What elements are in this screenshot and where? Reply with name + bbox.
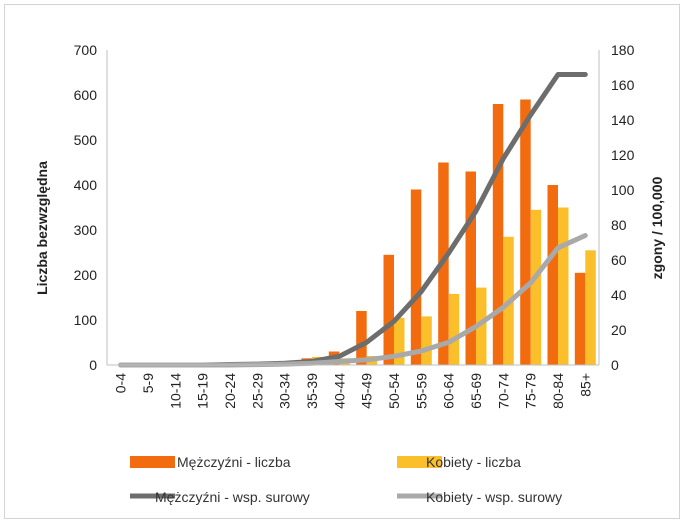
- x-tick-label: 55-59: [413, 373, 429, 409]
- bar-men-75-79: [520, 99, 531, 365]
- x-tick-label: 30-34: [277, 373, 293, 409]
- bar-women-85+: [585, 250, 596, 366]
- x-tick-label: 85+: [577, 373, 593, 397]
- x-tick-label: 15-19: [195, 373, 211, 409]
- legend-label-women-rate: Kobiety - wsp. surowy: [426, 489, 562, 505]
- bar-men-70-74: [492, 104, 504, 365]
- x-tick-label: 10-14: [167, 373, 183, 409]
- line-women-rate: [118, 233, 588, 368]
- line-men-rate: [118, 72, 588, 368]
- y2-tick-label: 160: [611, 77, 635, 93]
- y-tick-label: 300: [74, 222, 98, 238]
- legend-label-men-count: Mężczyźni - liczba: [177, 454, 291, 470]
- x-tick-label: 60-64: [441, 373, 457, 409]
- x-tick-label: 25-29: [249, 373, 265, 409]
- y2-tick-label: 120: [611, 147, 635, 163]
- x-tick-label: 0-4: [113, 373, 129, 393]
- y-tick-label: 200: [74, 267, 98, 283]
- y2-tick-label: 140: [611, 112, 635, 128]
- y-tick-label: 0: [89, 357, 97, 373]
- x-tick-label: 65-69: [468, 373, 484, 409]
- legend-swatch-men-count: [130, 456, 175, 468]
- y2-tick-label: 60: [611, 252, 627, 268]
- y2-tick-label: 180: [611, 42, 635, 58]
- y-tick-label: 100: [74, 312, 98, 328]
- legend: Mężczyźni - liczba Kobiety - liczba Mężc…: [130, 454, 562, 505]
- legend-label-women-count: Kobiety - liczba: [426, 454, 521, 470]
- bar-women-55-59: [421, 316, 432, 365]
- x-tick-label: 50-54: [386, 373, 402, 409]
- bar-women-60-64: [448, 293, 460, 365]
- x-tick-label: 70-74: [495, 373, 511, 409]
- y2-axis-title: zgony / 100,000: [649, 176, 665, 279]
- x-tick-label: 45-49: [359, 373, 375, 409]
- bar-men-80-84: [547, 185, 558, 365]
- y2-tick-label: 20: [611, 322, 627, 338]
- y-tick-label: 400: [74, 177, 98, 193]
- bar-men-65-69: [465, 171, 476, 365]
- bar-women-50-54: [394, 317, 405, 366]
- x-tick-label: 20-24: [222, 373, 238, 409]
- legend-swatch-women-count: [397, 456, 442, 468]
- x-tick-label: 75-79: [523, 373, 539, 409]
- bar-women-65-69: [476, 287, 487, 365]
- y2-tick-label: 40: [611, 287, 627, 303]
- bar-women-75-79: [530, 209, 542, 366]
- x-tick-label: 5-9: [140, 373, 156, 393]
- y-tick-label: 500: [74, 132, 98, 148]
- bar-men-45-49: [356, 311, 367, 365]
- y2-tick-label: 80: [611, 217, 627, 233]
- y2-tick-label: 100: [611, 182, 635, 198]
- y-tick-label: 700: [74, 42, 98, 58]
- y-tick-label: 600: [74, 87, 98, 103]
- legend-label-men-rate: Mężczyźni - wsp. surowy: [155, 489, 310, 505]
- bar-men-50-54: [383, 254, 394, 366]
- y2-tick-label: 0: [611, 357, 619, 373]
- x-tick-label: 35-39: [304, 373, 320, 409]
- bar-women-80-84: [558, 207, 569, 365]
- x-tick-label: 80-84: [550, 373, 566, 409]
- y-axis-title: Liczba bezwzględna: [34, 161, 50, 295]
- x-tick-label: 40-44: [331, 373, 347, 409]
- bar-men-55-59: [410, 189, 422, 365]
- bar-men-85+: [574, 272, 586, 366]
